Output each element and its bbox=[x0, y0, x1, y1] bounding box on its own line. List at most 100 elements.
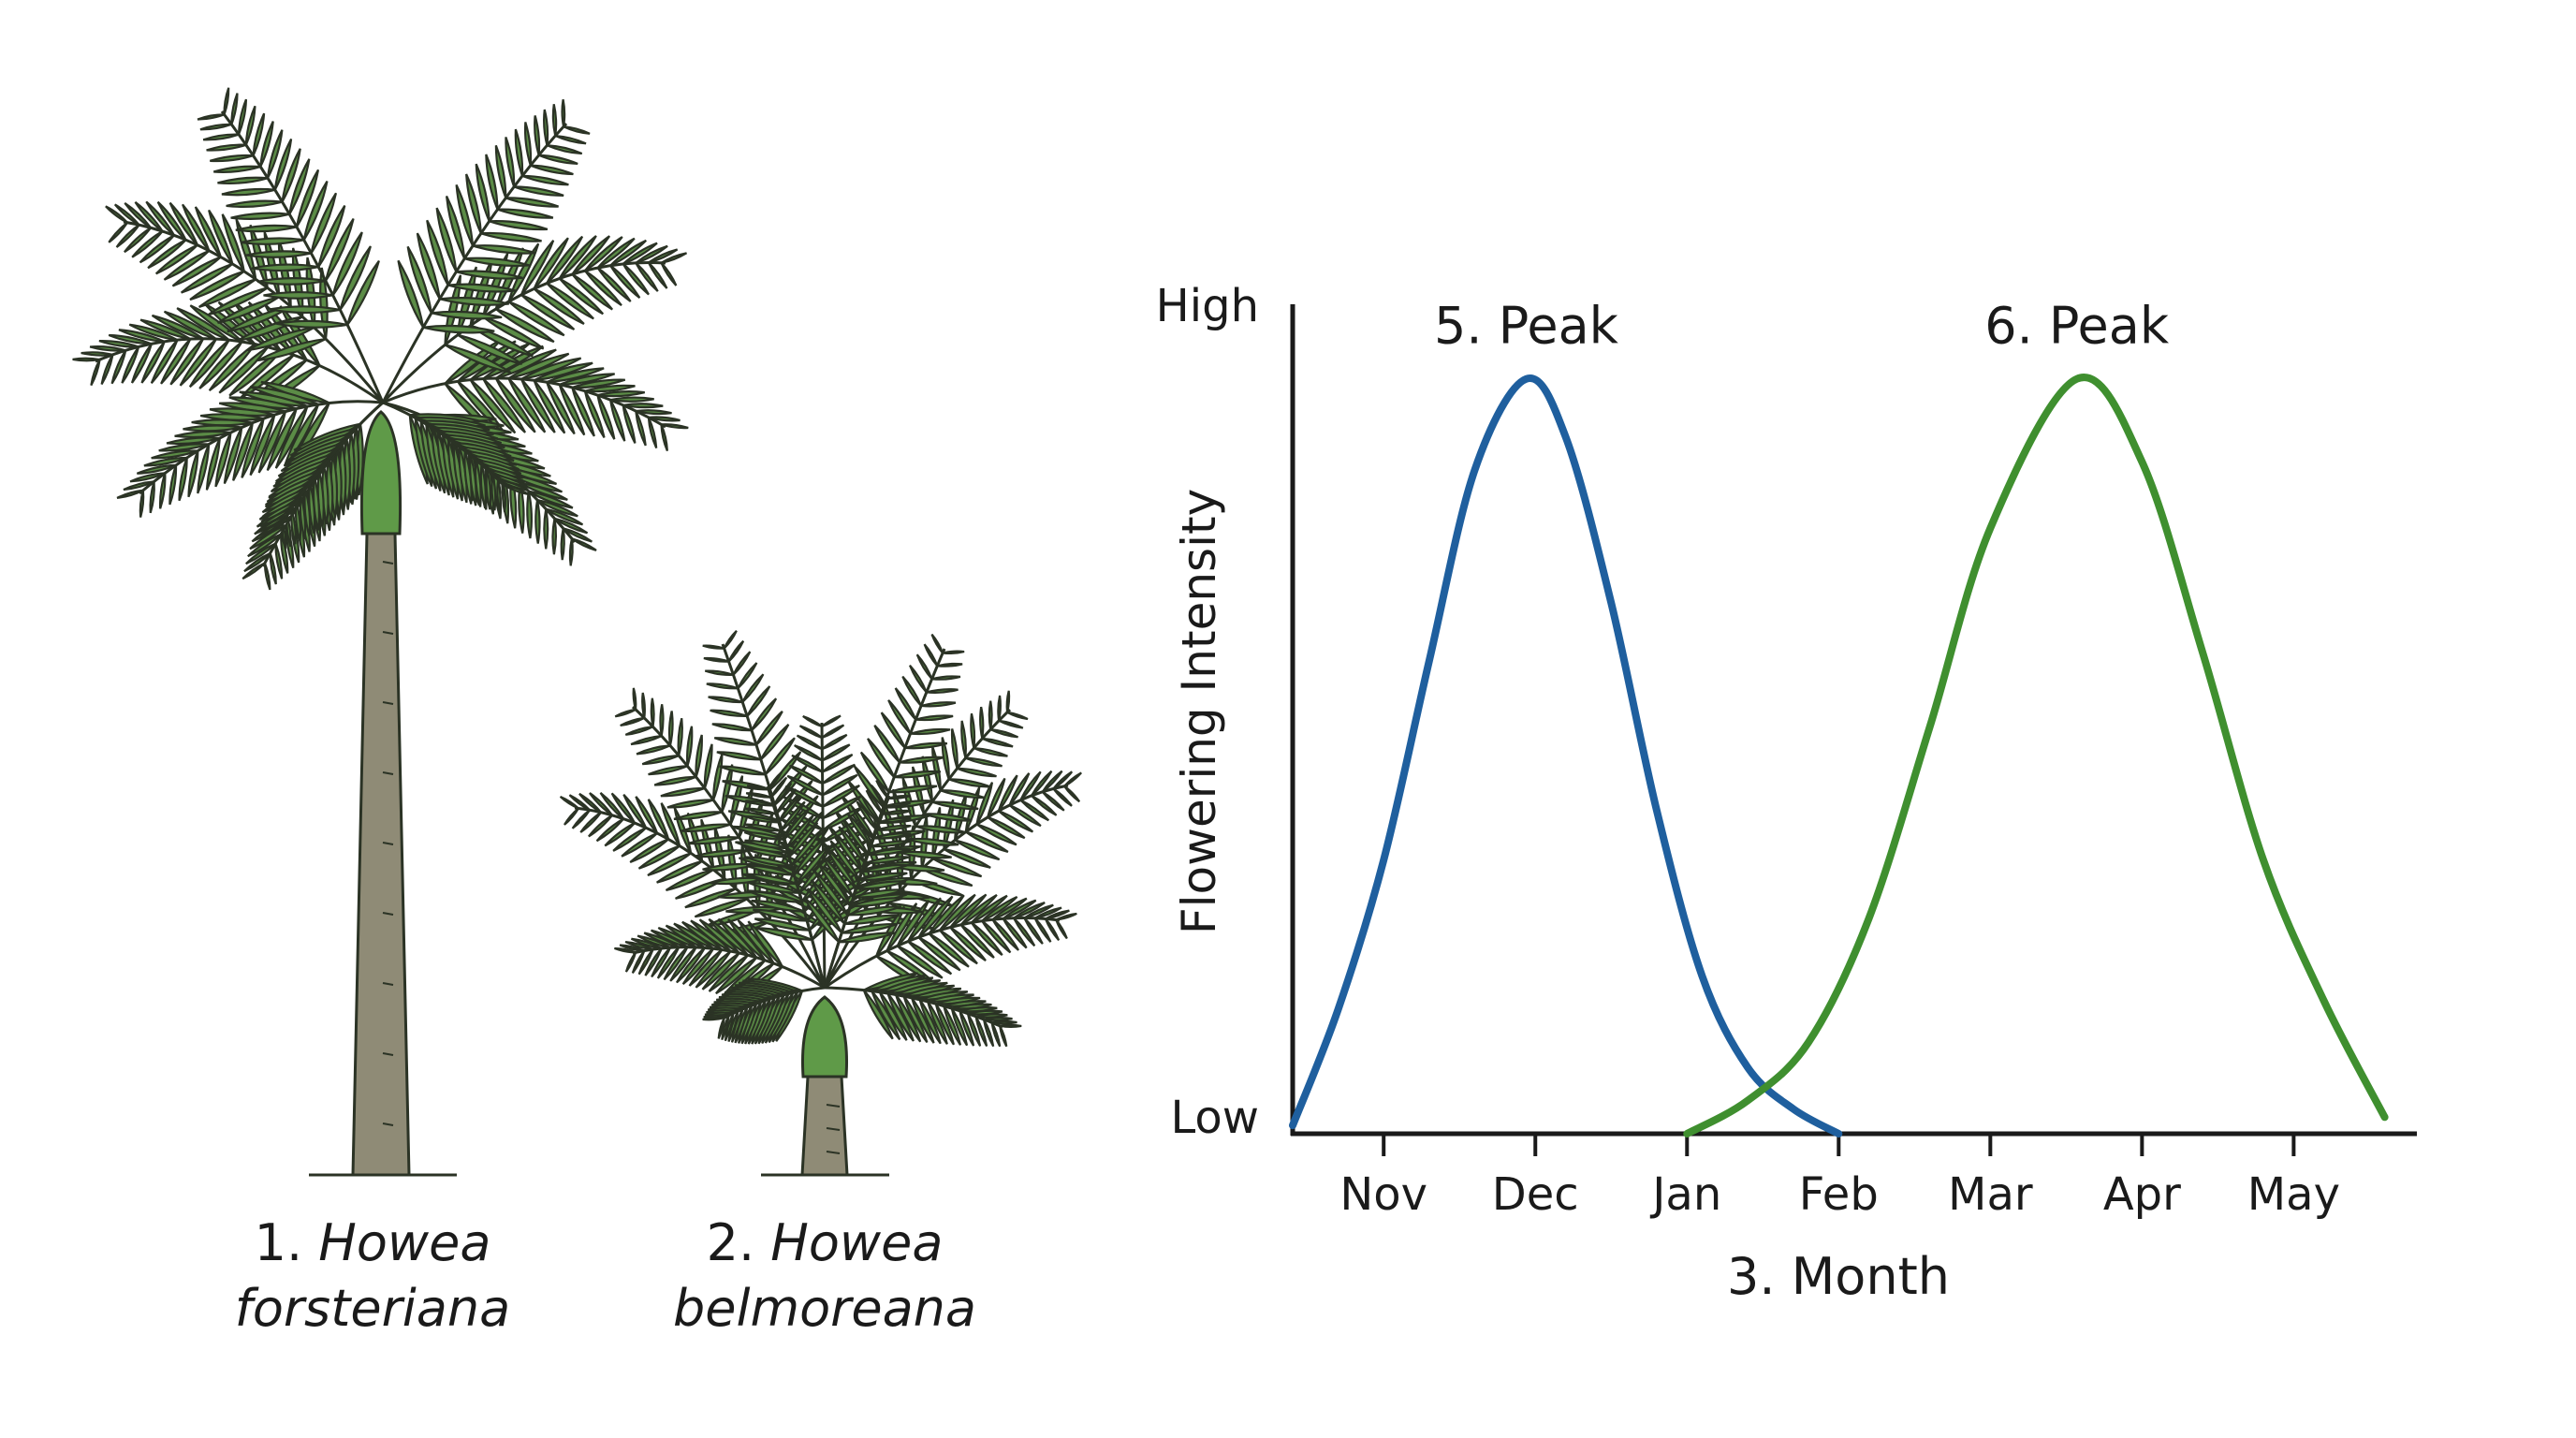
tree-genus: Howea bbox=[770, 1213, 944, 1272]
palm-frond bbox=[824, 972, 1022, 1048]
leaflet bbox=[635, 796, 659, 834]
leaflet bbox=[967, 1009, 1003, 1016]
leaflet bbox=[579, 811, 602, 833]
leaflet bbox=[727, 639, 745, 663]
leaflet bbox=[631, 949, 646, 974]
leaflet bbox=[821, 743, 851, 762]
leaflet bbox=[256, 337, 327, 362]
leaflet bbox=[447, 283, 517, 293]
leaflet bbox=[218, 402, 286, 413]
leaflet bbox=[513, 185, 564, 197]
leaflet bbox=[256, 277, 327, 286]
leaflet bbox=[463, 257, 530, 268]
palm-frond bbox=[614, 917, 826, 1002]
leaflet bbox=[465, 173, 482, 234]
leaflet bbox=[1013, 917, 1036, 947]
leaflet bbox=[897, 945, 944, 979]
leaflet bbox=[563, 527, 593, 543]
leaflet bbox=[650, 697, 655, 727]
leaflet bbox=[841, 922, 898, 934]
palm-frond bbox=[803, 779, 912, 989]
leaflet bbox=[959, 1010, 975, 1047]
leaflet bbox=[744, 847, 790, 858]
x-tick-label-apr: Apr bbox=[2103, 1168, 2181, 1221]
leaflet bbox=[1045, 909, 1070, 920]
frond-rachis bbox=[381, 260, 666, 404]
leaflet bbox=[887, 699, 912, 735]
trunk-ring bbox=[826, 1151, 841, 1154]
leaflet bbox=[648, 765, 688, 776]
leaflet bbox=[949, 893, 988, 929]
leaflet bbox=[661, 423, 689, 430]
leaflet bbox=[151, 314, 204, 340]
palm-frond bbox=[105, 200, 385, 404]
y-axis-label: Flowering Intensity bbox=[1172, 489, 1226, 934]
leaflet bbox=[546, 144, 583, 155]
leaflet bbox=[660, 252, 688, 264]
leaflet bbox=[160, 338, 192, 385]
leaflet bbox=[660, 423, 668, 452]
leaflet bbox=[588, 814, 613, 838]
leaflet bbox=[249, 414, 276, 477]
leaflet bbox=[560, 528, 565, 561]
leaflet bbox=[744, 807, 777, 815]
leaflet bbox=[495, 307, 555, 344]
leaflet bbox=[546, 381, 576, 435]
leaflet bbox=[931, 800, 979, 811]
leaflet bbox=[495, 348, 557, 380]
leaflet bbox=[926, 688, 959, 695]
leaflet bbox=[571, 809, 591, 829]
leaflet bbox=[545, 507, 584, 526]
leaflet bbox=[299, 495, 307, 539]
leaflet bbox=[931, 675, 961, 681]
frond-rachis bbox=[824, 986, 1003, 1029]
leaflet bbox=[747, 920, 783, 968]
trunk-ring bbox=[826, 1127, 841, 1131]
leaflet bbox=[490, 474, 497, 511]
leaflet bbox=[780, 800, 806, 832]
crownshaft bbox=[801, 995, 848, 1078]
tree-species: forsteriana bbox=[234, 1279, 511, 1338]
leaflet bbox=[197, 113, 225, 121]
leaflet bbox=[1063, 771, 1082, 787]
leaflet bbox=[472, 244, 536, 255]
leaflet bbox=[838, 826, 867, 864]
leaflet bbox=[584, 270, 622, 307]
leaflet bbox=[998, 719, 1024, 729]
leaflet bbox=[858, 872, 908, 882]
leaflet bbox=[826, 847, 857, 889]
leaflet bbox=[124, 227, 152, 254]
leaflet bbox=[275, 319, 348, 329]
trunk-ring bbox=[382, 912, 394, 916]
leaflet bbox=[520, 240, 555, 296]
leaflet bbox=[987, 777, 1006, 818]
leaflet bbox=[641, 755, 680, 766]
leaflet bbox=[713, 737, 757, 746]
leaflet bbox=[559, 373, 616, 386]
leaflet bbox=[928, 894, 965, 935]
leaflet bbox=[981, 737, 1014, 748]
leaflet bbox=[129, 472, 166, 483]
leaflet bbox=[526, 491, 534, 539]
leaflet bbox=[796, 734, 824, 751]
leaflet bbox=[207, 286, 269, 316]
leaflet bbox=[456, 270, 523, 280]
trunk-ring bbox=[382, 1052, 394, 1056]
leaflet bbox=[128, 323, 179, 342]
leaflet bbox=[622, 242, 658, 265]
leaflet bbox=[635, 244, 668, 264]
leaflet bbox=[1055, 912, 1077, 921]
leaflet bbox=[258, 514, 288, 533]
leaflet bbox=[346, 259, 380, 326]
leaflet bbox=[965, 830, 1009, 853]
leaflet bbox=[803, 896, 841, 944]
leaflet bbox=[210, 154, 254, 163]
leaflet bbox=[822, 784, 860, 808]
leaflet bbox=[536, 498, 578, 518]
leaflet bbox=[719, 765, 767, 776]
leaflet bbox=[934, 1003, 955, 1046]
leaflet bbox=[221, 187, 276, 197]
leaflet bbox=[806, 888, 843, 934]
leaflet bbox=[988, 700, 993, 730]
leaflet bbox=[457, 333, 523, 365]
